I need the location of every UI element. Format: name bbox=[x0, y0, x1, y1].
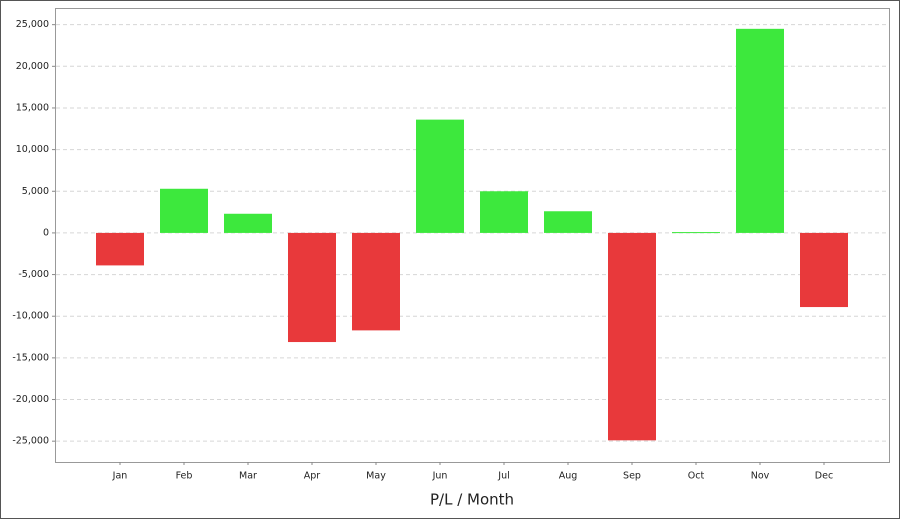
y-tick-label: 10,000 bbox=[16, 144, 49, 155]
bar bbox=[800, 232, 848, 308]
x-tick-label: Mar bbox=[239, 471, 257, 482]
bar bbox=[672, 232, 720, 234]
x-tick-label: May bbox=[366, 471, 386, 482]
x-axis-label: P/L / Month bbox=[430, 491, 514, 509]
bar bbox=[352, 232, 400, 331]
bar bbox=[416, 119, 464, 233]
y-tick-label: -20,000 bbox=[12, 394, 49, 405]
y-tick-label: 25,000 bbox=[16, 19, 49, 30]
bar bbox=[96, 232, 144, 266]
y-tick-label: -5,000 bbox=[18, 269, 49, 280]
plot-area bbox=[55, 8, 890, 463]
y-tick-label: 15,000 bbox=[16, 102, 49, 113]
y-tick-label: 20,000 bbox=[16, 61, 49, 72]
x-tick-label: Aug bbox=[559, 471, 578, 482]
bar bbox=[544, 211, 592, 233]
x-tick-label: Feb bbox=[176, 471, 193, 482]
y-tick-label: -25,000 bbox=[12, 436, 49, 447]
x-tick-label: Jul bbox=[497, 471, 509, 482]
y-tick-label: -15,000 bbox=[12, 352, 49, 363]
x-tick-label: Oct bbox=[688, 471, 705, 482]
x-tick-label: Nov bbox=[751, 471, 770, 482]
x-tick-label: Apr bbox=[304, 471, 321, 482]
y-tick-label: 0 bbox=[43, 227, 49, 238]
bar bbox=[480, 191, 528, 233]
bar bbox=[608, 232, 656, 441]
x-tick-label: Jan bbox=[112, 471, 128, 482]
bar bbox=[288, 232, 336, 343]
x-tick-label: Dec bbox=[815, 471, 833, 482]
bar bbox=[224, 213, 272, 233]
bar bbox=[736, 28, 784, 233]
bar bbox=[160, 188, 208, 233]
y-tick-label: 5,000 bbox=[22, 186, 49, 197]
x-tick-label: Sep bbox=[623, 471, 641, 482]
y-tick-label: -10,000 bbox=[12, 311, 49, 322]
x-tick-label: Jun bbox=[432, 471, 448, 482]
